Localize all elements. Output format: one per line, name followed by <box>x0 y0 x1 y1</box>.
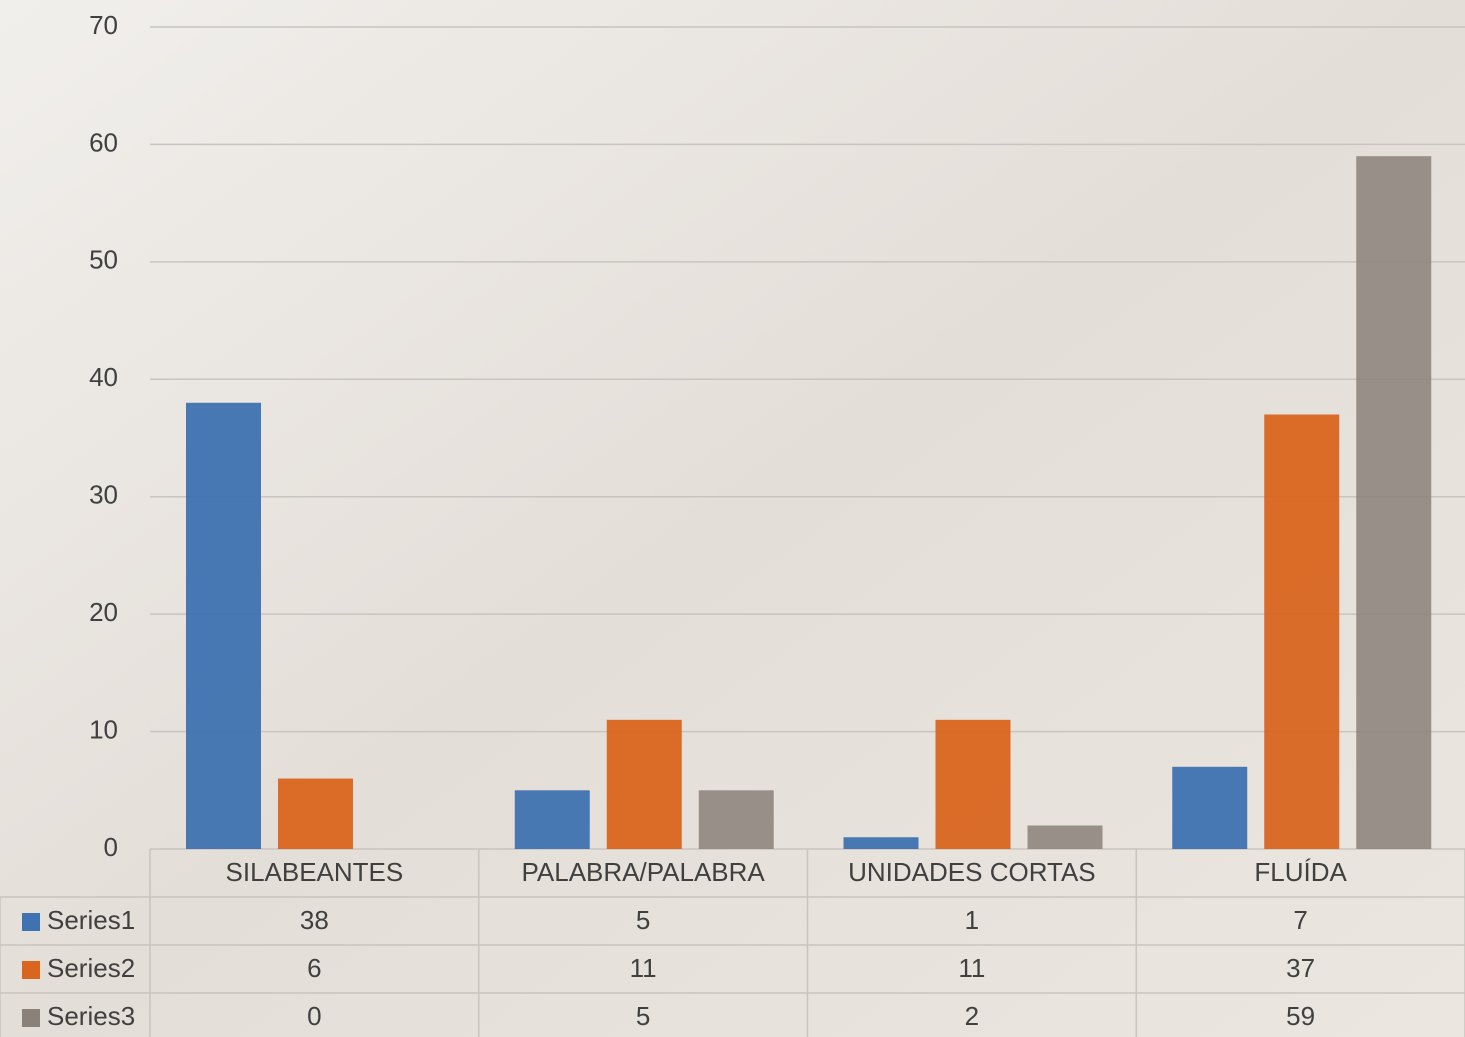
x-tick-label: PALABRA/PALABRA <box>521 857 765 887</box>
table-value: 5 <box>636 1001 650 1031</box>
chart: 010203040506070SILABEANTESPALABRA/PALABR… <box>0 0 1465 1037</box>
page: 010203040506070SILABEANTESPALABRA/PALABR… <box>0 0 1465 1037</box>
table-value: 11 <box>630 953 657 983</box>
bar <box>1172 767 1247 849</box>
x-tick-label: UNIDADES CORTAS <box>848 857 1096 887</box>
y-tick-label: 30 <box>89 480 118 510</box>
x-tick-label: SILABEANTES <box>226 857 404 887</box>
legend-label: Series1 <box>47 905 135 935</box>
bar <box>186 403 261 849</box>
bar <box>1028 826 1103 849</box>
table-value: 37 <box>1286 953 1315 983</box>
x-tick-label: FLUÍDA <box>1254 857 1347 887</box>
bar <box>278 779 353 849</box>
table-value: 2 <box>965 1001 979 1031</box>
table-value: 11 <box>958 953 985 983</box>
bar <box>607 720 682 849</box>
bar <box>936 720 1011 849</box>
table-value: 0 <box>307 1001 321 1031</box>
table-value: 6 <box>307 953 321 983</box>
legend-swatch <box>22 913 40 931</box>
table-value: 1 <box>965 905 979 935</box>
y-tick-label: 70 <box>89 10 118 40</box>
table-value: 7 <box>1293 905 1307 935</box>
legend-label: Series3 <box>47 1001 135 1031</box>
bar <box>1264 415 1339 849</box>
legend-swatch <box>22 1009 40 1027</box>
legend-swatch <box>22 961 40 979</box>
y-tick-label: 60 <box>89 127 118 157</box>
y-tick-label: 40 <box>89 362 118 392</box>
y-tick-label: 0 <box>104 832 118 862</box>
table-value: 59 <box>1286 1001 1315 1031</box>
y-tick-label: 10 <box>89 714 118 744</box>
bar <box>1356 156 1431 849</box>
table-value: 5 <box>636 905 650 935</box>
legend-label: Series2 <box>47 953 135 983</box>
table-value: 38 <box>300 905 329 935</box>
bar <box>515 790 590 849</box>
bar <box>699 790 774 849</box>
y-tick-label: 20 <box>89 597 118 627</box>
y-tick-label: 50 <box>89 245 118 275</box>
bar <box>844 837 919 849</box>
